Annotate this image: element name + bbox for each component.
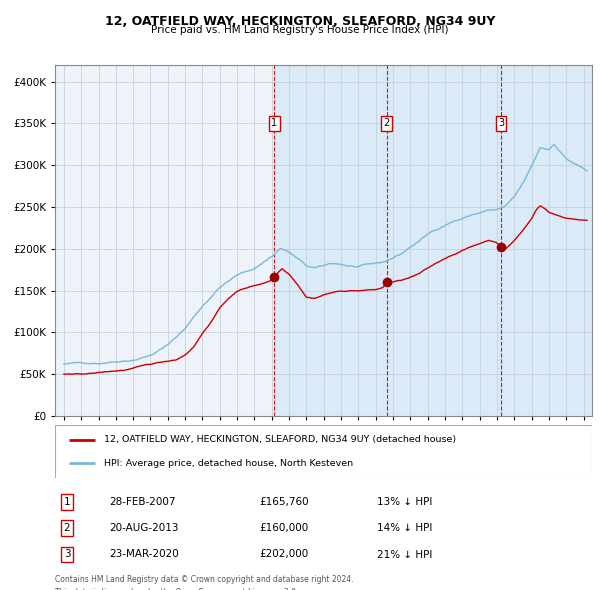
Text: £202,000: £202,000	[259, 549, 308, 559]
Text: £160,000: £160,000	[259, 523, 308, 533]
Text: 20-AUG-2013: 20-AUG-2013	[109, 523, 178, 533]
Text: £165,760: £165,760	[259, 497, 309, 507]
Text: 3: 3	[64, 549, 70, 559]
Text: 1: 1	[64, 497, 70, 507]
Text: 3: 3	[498, 119, 504, 129]
Text: 2: 2	[64, 523, 70, 533]
Text: Contains HM Land Registry data © Crown copyright and database right 2024.
This d: Contains HM Land Registry data © Crown c…	[55, 575, 354, 590]
Text: 23-MAR-2020: 23-MAR-2020	[109, 549, 179, 559]
Text: 12, OATFIELD WAY, HECKINGTON, SLEAFORD, NG34 9UY: 12, OATFIELD WAY, HECKINGTON, SLEAFORD, …	[105, 15, 495, 28]
Text: 13% ↓ HPI: 13% ↓ HPI	[377, 497, 433, 507]
Text: Price paid vs. HM Land Registry's House Price Index (HPI): Price paid vs. HM Land Registry's House …	[151, 25, 449, 35]
Bar	[274, 65, 592, 416]
Text: 2: 2	[383, 119, 390, 129]
Text: 12, OATFIELD WAY, HECKINGTON, SLEAFORD, NG34 9UY (detached house): 12, OATFIELD WAY, HECKINGTON, SLEAFORD, …	[104, 435, 455, 444]
Text: 28-FEB-2007: 28-FEB-2007	[109, 497, 175, 507]
Text: 1: 1	[271, 119, 277, 129]
Text: HPI: Average price, detached house, North Kesteven: HPI: Average price, detached house, Nort…	[104, 458, 353, 467]
Text: 21% ↓ HPI: 21% ↓ HPI	[377, 549, 433, 559]
Text: 14% ↓ HPI: 14% ↓ HPI	[377, 523, 433, 533]
